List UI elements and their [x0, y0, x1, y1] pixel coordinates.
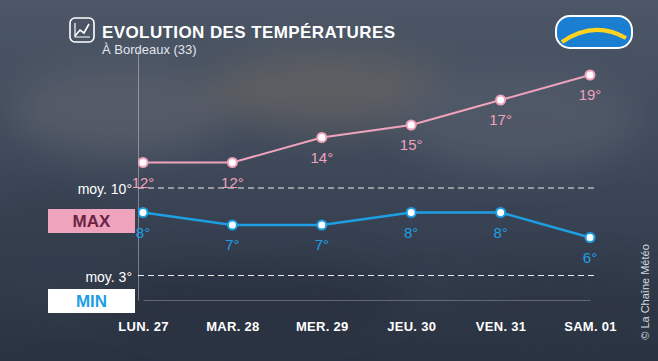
data-label: 12° [221, 174, 244, 191]
plot-area [139, 71, 595, 243]
header-icon [70, 18, 94, 42]
series-line [143, 75, 590, 163]
point [496, 208, 505, 217]
x-tick-label: VEN. 31 [476, 319, 527, 334]
x-tick: MAR. 28 [206, 319, 259, 334]
legend-box [48, 209, 135, 233]
data-label: 8° [404, 224, 418, 241]
point [407, 121, 416, 130]
data-label: 19° [579, 86, 602, 103]
point [228, 158, 237, 167]
point [586, 71, 595, 80]
logo [556, 16, 632, 48]
grid-line [138, 275, 596, 276]
icon-line [75, 24, 89, 36]
y-tick: moy. 10° [78, 181, 596, 197]
legend-item: MIN [48, 289, 135, 313]
x-tick-label: LUN. 27 [118, 319, 169, 334]
data-label: 8° [136, 224, 150, 241]
y-tick: moy. 3° [85, 269, 596, 285]
data-label: 7° [315, 236, 329, 253]
legend-box [48, 289, 135, 313]
x-tick-label: SAM. 01 [564, 319, 617, 334]
legend-label: MIN [76, 292, 107, 311]
y-axis: moy. 10° moy. 3° [78, 51, 596, 301]
grid-line [138, 187, 596, 188]
logo-badge [556, 16, 632, 48]
x-tick: JEU. 30 [387, 319, 436, 334]
point [228, 221, 237, 230]
point [407, 208, 416, 217]
series-line [143, 213, 590, 238]
data-label: 14° [310, 149, 333, 166]
background [0, 0, 658, 361]
data-labels: 12° 12° 14° 15° 17° 19° 8° 7° 7° 8° 8° 6° [132, 86, 602, 266]
data-label: 6° [583, 249, 597, 266]
x-tick-label: MER. 29 [296, 319, 349, 334]
data-label: 15° [400, 136, 423, 153]
subtitle: À Bordeaux (33) [102, 42, 197, 57]
annotation: © La Chaîne Météo [639, 244, 651, 340]
background-shade [0, 0, 658, 361]
data-label: 8° [493, 224, 507, 241]
legend-label: MAX [73, 212, 111, 231]
legend: MAX MIN [48, 209, 135, 313]
point [139, 158, 148, 167]
chart-svg: EVOLUTION DES TEMPÉRATURESÀ Bordeaux (33… [0, 0, 658, 361]
data-label: 12° [132, 174, 155, 191]
x-axis-line [144, 300, 591, 301]
point [139, 208, 148, 217]
data-label: 17° [489, 111, 512, 128]
title: EVOLUTION DES TEMPÉRATURES [102, 23, 395, 42]
x-tick-label: MAR. 28 [206, 319, 259, 334]
point [586, 233, 595, 242]
icon-axes [75, 23, 90, 37]
y-tick-label: moy. 10° [78, 181, 132, 197]
point [496, 96, 505, 105]
y-tick-label: moy. 3° [85, 269, 132, 285]
x-tick: VEN. 31 [476, 319, 527, 334]
data-label: 7° [225, 236, 239, 253]
x-tick: SAM. 01 [564, 319, 617, 334]
x-axis: LUN. 27 MAR. 28 MER. 29 JEU. 30 VEN. 31 SAM. … [118, 301, 617, 335]
x-tick: LUN. 27 [118, 319, 169, 334]
legend-item: MAX [48, 209, 135, 233]
logo-swoosh [562, 30, 626, 42]
icon-frame [70, 18, 94, 42]
point [317, 221, 326, 230]
x-tick: MER. 29 [296, 319, 349, 334]
x-tick-label: JEU. 30 [387, 319, 436, 334]
point [317, 133, 326, 142]
